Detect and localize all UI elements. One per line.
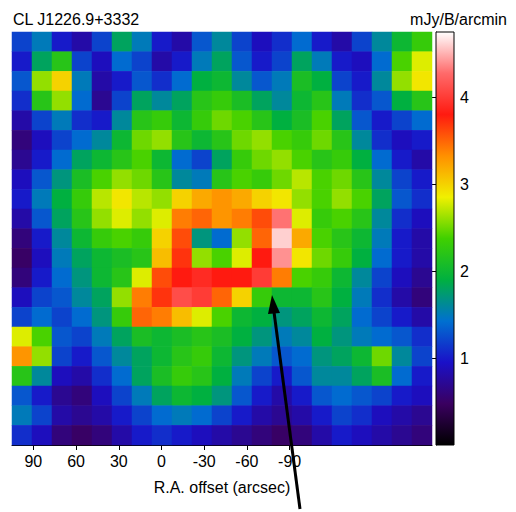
svg-text:90: 90 — [24, 453, 42, 470]
svg-text:2: 2 — [460, 263, 469, 280]
svg-text:-90: -90 — [278, 453, 301, 470]
svg-text:R.A. offset (arcsec): R.A. offset (arcsec) — [154, 479, 291, 496]
svg-text:0: 0 — [157, 453, 166, 470]
svg-text:mJy/B/arcmin: mJy/B/arcmin — [410, 11, 507, 28]
svg-text:30: 30 — [110, 453, 128, 470]
svg-text:CL J1226.9+3332: CL J1226.9+3332 — [13, 11, 139, 28]
svg-text:60: 60 — [67, 453, 85, 470]
svg-text:-60: -60 — [235, 453, 258, 470]
svg-text:4: 4 — [460, 89, 469, 106]
svg-text:1: 1 — [460, 350, 469, 367]
svg-text:-30: -30 — [193, 453, 216, 470]
svg-text:3: 3 — [460, 176, 469, 193]
